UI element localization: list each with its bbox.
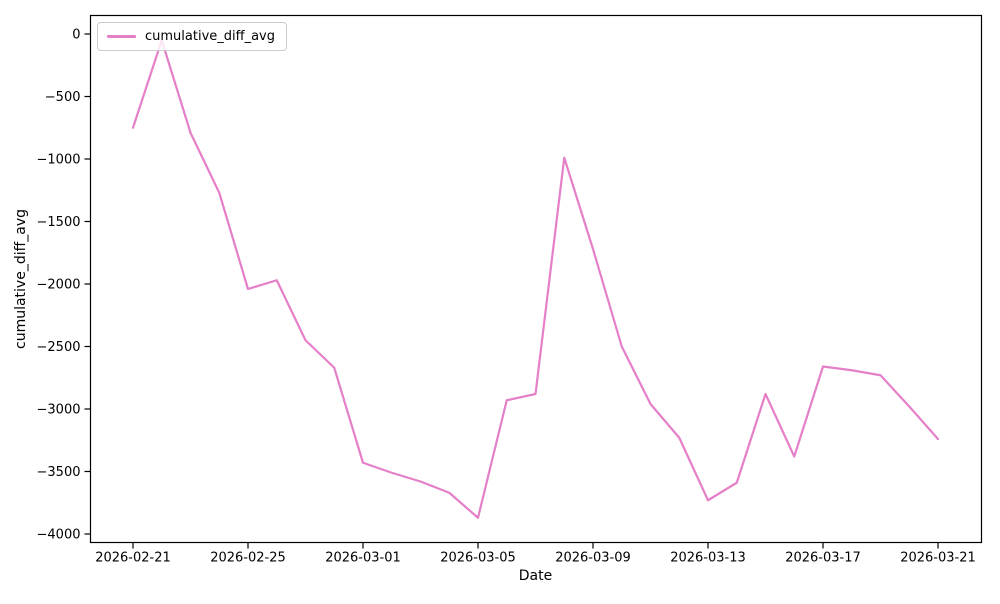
y-tick-label: 0 <box>72 28 80 43</box>
x-tick-label: 2026-03-09 <box>555 551 631 566</box>
y-tick-label: −3500 <box>37 465 81 480</box>
legend-line-sample-icon <box>107 35 136 38</box>
y-tick-label: −1500 <box>37 215 81 230</box>
x-axis-label: Date <box>519 568 552 584</box>
x-tick-label: 2026-03-21 <box>900 551 976 566</box>
x-tick-label: 2026-02-25 <box>210 551 286 566</box>
y-tick-label: −3000 <box>37 403 81 418</box>
y-tick-label: −4000 <box>37 528 81 543</box>
legend-label: cumulative_diff_avg <box>145 29 275 44</box>
y-tick-label: −500 <box>45 90 81 105</box>
x-tick-label: 2026-03-01 <box>325 551 401 566</box>
x-tick-label: 2026-02-21 <box>95 551 171 566</box>
y-tick-label: −2500 <box>37 340 81 355</box>
x-tick-label: 2026-03-17 <box>785 551 861 566</box>
y-axis-label: cumulative_diff_avg <box>13 209 29 349</box>
series-line <box>131 39 940 519</box>
x-tick-label: 2026-03-05 <box>440 551 516 566</box>
y-tick-label: −2000 <box>37 278 81 293</box>
x-tick-label: 2026-03-13 <box>670 551 746 566</box>
plot-border <box>89 14 983 544</box>
legend: cumulative_diff_avg <box>97 22 287 51</box>
y-tick-label: −1000 <box>37 153 81 168</box>
